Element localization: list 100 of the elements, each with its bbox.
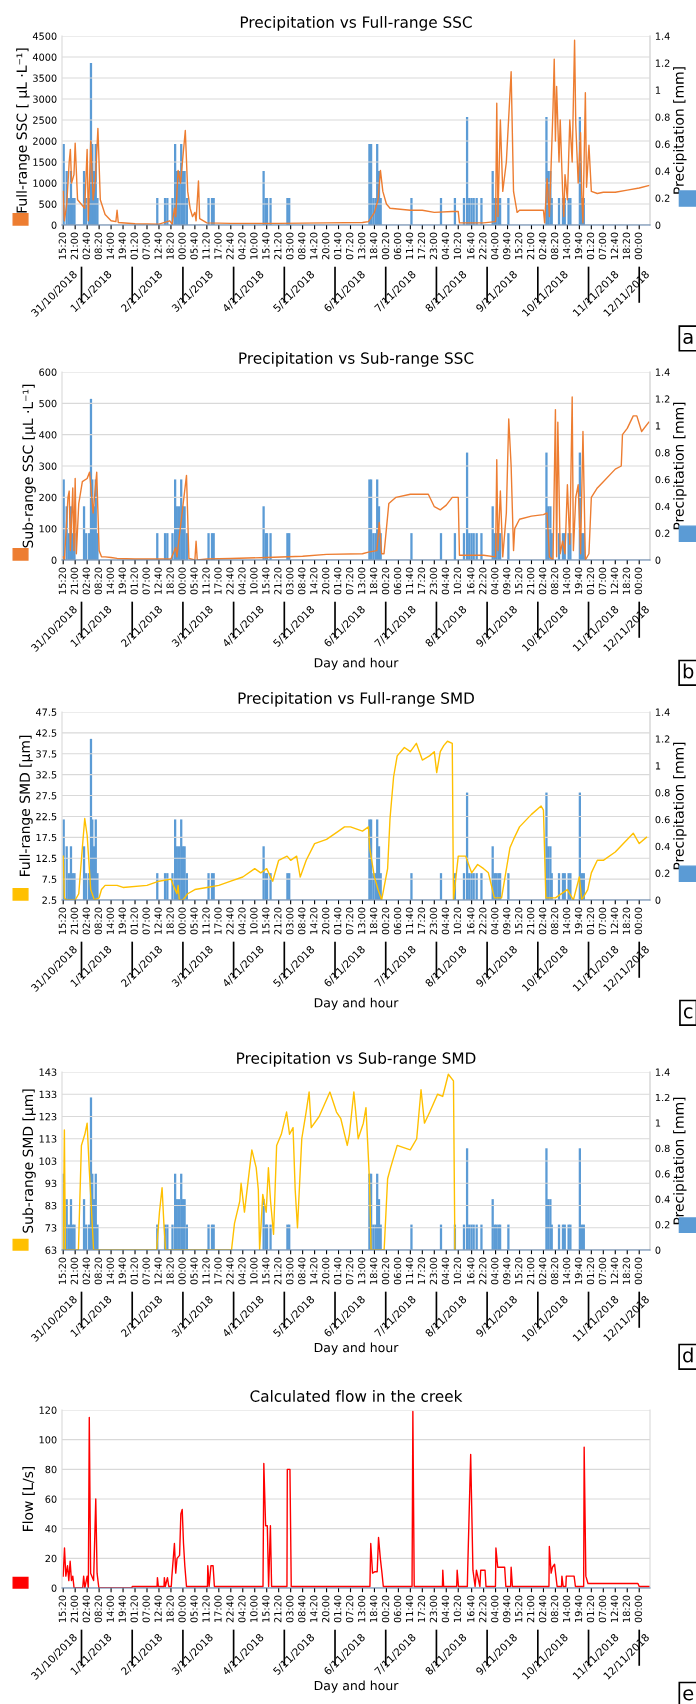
x-tick-label: 19:40: [574, 232, 583, 259]
x-tick-label: 15:20: [58, 567, 67, 594]
y2-tick-label: 1.4: [655, 1068, 670, 1076]
y-tick-label: 2500: [33, 116, 57, 124]
x-tick-label: 07:00: [598, 907, 607, 935]
x-tick-label: 15:40: [262, 907, 270, 934]
x-tick-label: 00:20: [381, 907, 390, 935]
y-tick-label: 123: [39, 1112, 57, 1121]
x-tick-label: 02:40: [538, 907, 547, 935]
y-axis-title: Full-range SSC [ µL ·L⁻¹]: [16, 48, 30, 213]
y2-tick-label: 0.6: [655, 815, 670, 824]
y2-tick-label: 0.8: [655, 113, 670, 121]
x-tick-label: 19:40: [574, 1257, 583, 1284]
y-tick-label: 3000: [33, 95, 57, 103]
x-tick-label: 08:40: [298, 907, 306, 935]
x-tick-label: 11:20: [202, 1257, 210, 1284]
y2-tick-label: 1: [655, 86, 661, 94]
y-axis-title: Full-range SMD [µm]: [19, 735, 33, 876]
x-tick-label: 07:00: [142, 1257, 150, 1285]
y2-tick-label: 1.4: [655, 368, 670, 376]
x-tick-label: 04:20: [238, 567, 246, 595]
y-tick-label: 27.5: [36, 792, 57, 800]
x-tick-label: 16:40: [467, 1257, 475, 1284]
x-tick-label: 21:00: [526, 907, 535, 935]
x-tick-label: 17:20: [417, 907, 426, 934]
x-tick-label: 01:20: [130, 907, 138, 935]
x-tick-label: 08:40: [298, 1257, 306, 1285]
x-tick-label: 11:40: [405, 567, 414, 594]
x-tick-label: 00:20: [381, 1595, 390, 1623]
y-tick-label: 1000: [33, 179, 57, 187]
y-tick-label: 400: [39, 431, 57, 439]
x-tick-label: 18:40: [369, 1595, 378, 1622]
x-tick-label: 07:20: [345, 232, 354, 260]
x-tick-label: 05:40: [190, 907, 198, 935]
x-tick-label: 06:00: [393, 1595, 402, 1623]
x-tick-label: 07:00: [142, 1595, 150, 1623]
y-tick-label: 2000: [33, 137, 57, 145]
y2-axis-title: Precipitation [mm]: [673, 402, 687, 530]
x-tick-label: 18:20: [166, 907, 174, 934]
y-axis-title: Flow [L/s]: [22, 1466, 35, 1531]
x-tick-label: 14:00: [562, 907, 571, 934]
x-tick-label: 07:20: [345, 907, 354, 935]
x-tick-label: 10:20: [453, 1257, 462, 1284]
x-tick-label: 02:40: [82, 1257, 90, 1285]
x-axis-title: Day and hour: [314, 997, 399, 1010]
x-tick-label: 13:00: [357, 907, 366, 934]
y2-tick-label: 0: [655, 1246, 661, 1254]
x-tick-label: 21:20: [274, 907, 282, 935]
x-tick-label: 01:20: [130, 1257, 138, 1285]
y2-tick-label: 0.2: [655, 1221, 670, 1229]
x-tick-label: 17:00: [214, 1595, 222, 1622]
x-tick-label: 18:40: [369, 907, 378, 934]
y-tick-label: 4000: [32, 53, 57, 61]
y-tick-label: 100: [39, 1436, 57, 1444]
x-tick-label: 08:20: [550, 567, 559, 595]
x-tick-label: 00:00: [634, 232, 643, 260]
x-tick-label: 18:20: [622, 232, 631, 259]
x-tick-label: 04:20: [238, 907, 246, 935]
x-tick-label: 08:20: [94, 907, 102, 935]
y2-tick-label: 0: [655, 896, 661, 904]
x-tick-label: 14:00: [562, 1595, 571, 1622]
y-tick-label: 32.5: [36, 771, 57, 779]
x-tick-label: 18:20: [622, 1257, 631, 1284]
y-tick-label: 0: [51, 1584, 57, 1592]
y-tick-label: 83: [45, 1201, 57, 1210]
y2-tick-label: 1: [655, 1119, 661, 1127]
y2-tick-label: 0.6: [655, 475, 670, 484]
x-tick-label: 00:00: [178, 907, 186, 935]
x-tick-label: 04:00: [491, 567, 499, 595]
y-tick-label: 42.5: [35, 729, 57, 737]
x-tick-label: 17:20: [417, 232, 426, 259]
y-tick-label: 133: [39, 1090, 57, 1099]
x-tick-label: 21:00: [526, 1595, 535, 1623]
x-tick-label: 20:00: [322, 232, 330, 260]
y-tick-label: 12.5: [36, 854, 57, 863]
x-tick-label: 17:00: [214, 567, 222, 594]
x-tick-label: 15:40: [262, 567, 270, 594]
x-tick-label: 09:40: [503, 1595, 511, 1623]
x-tick-label: 01:20: [130, 232, 138, 260]
x-tick-label: 18:20: [166, 567, 174, 594]
y-tick-label: 60: [45, 1495, 57, 1503]
y-tick-label: 73: [45, 1224, 57, 1232]
x-tick-label: 19:40: [574, 1595, 583, 1622]
x-tick-label: 05:40: [190, 567, 198, 595]
x-tick-label: 12:40: [610, 1257, 619, 1284]
x-tick-label: 01:20: [130, 1595, 138, 1623]
x-tick-label: 01:20: [586, 567, 595, 595]
y2-tick-label: 1: [655, 762, 661, 770]
y-tick-label: 4500: [32, 32, 57, 40]
x-tick-label: 04:00: [491, 907, 499, 935]
x-tick-label: 14:00: [562, 567, 571, 594]
x-tick-label: 05:40: [190, 232, 198, 260]
x-tick-label: 15:20: [514, 232, 523, 259]
x-tick-label: 04:40: [441, 567, 450, 595]
x-tick-label: 17:20: [417, 567, 426, 594]
x-tick-label: 11:20: [202, 1595, 210, 1622]
x-tick-label: 15:40: [262, 1257, 270, 1284]
x-tick-label: 08:20: [550, 1257, 559, 1285]
x-tick-label: 01:40: [334, 1257, 342, 1285]
x-tick-label: 19:40: [118, 907, 126, 934]
